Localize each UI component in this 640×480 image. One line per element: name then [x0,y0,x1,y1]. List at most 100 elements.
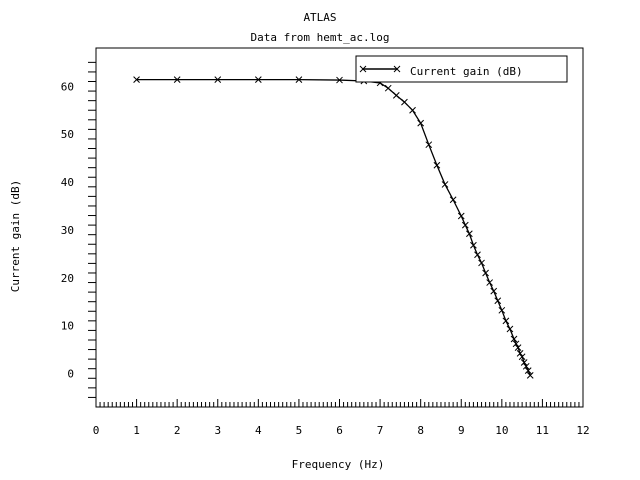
data-point-stroke [514,344,522,351]
data-point-stroke [417,119,425,127]
data-point-stroke [524,367,532,374]
legend: Current gain (dB) [355,55,568,83]
data-point-stroke [520,359,528,366]
data-point-stroke [409,106,416,114]
data-point-stroke [254,76,262,83]
data-point-stroke [498,306,506,314]
legend-swatch [359,65,401,73]
data-point-stroke [433,161,441,169]
data-point-stroke [518,353,526,361]
data-point [470,241,477,249]
data-point [514,344,522,351]
data-point-stroke [173,76,181,83]
data-point [522,362,530,370]
data-point [516,350,524,357]
data-point-stroke [466,230,473,238]
data-point-stroke [425,141,433,149]
chart-subtitle: Data from hemt_ac.log [250,31,389,44]
data-point [478,259,485,267]
data-point-stroke [490,287,498,295]
data-point-stroke [494,297,502,305]
x-tick-label: 10 [495,424,508,437]
x-tick-label: 9 [458,424,465,437]
series-layer [133,76,534,379]
data-point [133,76,140,83]
data-point-stroke [502,317,510,325]
x-axis-label: Frequency (Hz) [292,458,385,471]
data-point [449,196,457,204]
x-tick-label: 7 [377,424,384,437]
data-point-stroke [133,76,140,83]
data-point [490,287,498,295]
data-point [518,353,526,361]
data-point [409,106,416,114]
y-axis-label: Current gain (dB) [9,180,22,293]
data-point-stroke [478,259,485,267]
data-point [482,269,489,277]
x-axis: 0 1 2 3 4 5 6 7 8 9 10 11 12 [93,399,590,437]
y-tick-label: 50 [61,128,74,141]
data-point-stroke [392,92,400,99]
data-point [384,84,392,92]
data-point-stroke [482,269,489,277]
data-point [466,230,473,238]
x-tick-label: 6 [336,424,343,437]
x-tick-label: 0 [93,424,100,437]
data-point-stroke [510,335,518,343]
data-point [214,76,222,83]
data-point [295,76,303,83]
data-point-stroke [512,340,520,348]
y-tick-label: 30 [61,224,74,237]
data-point-stroke [526,372,534,379]
data-point-stroke [295,76,303,83]
x-tick-label: 4 [255,424,262,437]
y-tick-label: 20 [61,272,74,285]
data-point [510,335,518,343]
series-line [136,78,531,376]
data-point-stroke [474,251,481,259]
data-point-stroke [506,325,514,333]
data-point [524,367,532,374]
data-point [498,306,506,314]
plot-frame [95,47,584,408]
data-point [520,359,528,366]
data-point [506,325,514,333]
data-point [417,119,425,127]
data-point [486,279,494,286]
data-point-stroke [384,84,392,92]
data-point [254,76,262,83]
data-point [433,161,441,169]
data-point [474,251,481,259]
chart-title: ATLAS [303,11,336,24]
x-tick-label: 5 [296,424,303,437]
data-point-stroke [522,362,530,370]
data-point-stroke [516,350,524,357]
data-point-stroke [441,181,449,188]
x-tick-label: 12 [576,424,589,437]
data-point [392,92,400,99]
data-point [526,372,534,379]
legend-marker [393,65,401,73]
data-point-stroke [486,279,494,286]
y-tick-label: 0 [67,367,74,380]
data-point [336,76,343,84]
y-axis: 0 10 20 30 40 50 60 [61,61,96,398]
data-point-stroke [470,241,477,249]
y-tick-label: 60 [61,80,74,93]
data-point-stroke [449,196,457,204]
x-tick-label: 1 [133,424,140,437]
data-point [502,317,510,325]
x-tick-label: 8 [417,424,424,437]
data-point [401,98,408,106]
x-tick-label: 2 [174,424,181,437]
legend-label: Current gain (dB) [410,65,523,78]
data-point [457,212,465,220]
y-tick-label: 10 [61,320,74,333]
legend-marker [359,65,367,73]
data-point [173,76,181,83]
data-point [512,340,520,348]
data-point [441,181,449,188]
data-point [494,297,502,305]
data-point [461,221,469,229]
